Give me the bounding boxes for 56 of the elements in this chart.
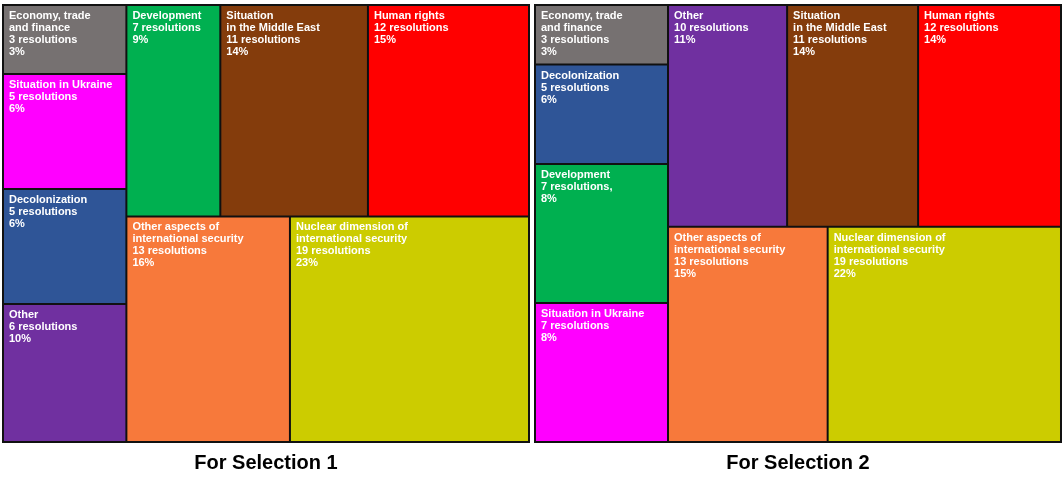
data-label: 19 resolutions [295, 244, 371, 257]
data-label: 3% [9, 45, 26, 57]
data-label: 23% [295, 256, 319, 269]
data-label: 14% [793, 45, 816, 57]
category-label: Situation in the Middle East [226, 9, 321, 33]
data-label: 3% [541, 45, 558, 57]
data-label: 13 resolutions [132, 244, 207, 257]
text: For Selection 2 [726, 451, 870, 473]
data-label: 5 resolutions [541, 80, 610, 93]
data-label: 7 resolutions [541, 318, 610, 331]
data-label: 5 resolutions [9, 205, 78, 217]
category-label: Human rights [373, 9, 445, 21]
text: For Selection 1 [194, 451, 338, 473]
data-label: 14% [924, 33, 947, 45]
data-label: 6 resolutions [9, 320, 78, 332]
category-label: Other [674, 9, 705, 21]
category-label: Decolonization [541, 68, 620, 81]
data-label: 7 resolutions [132, 21, 201, 33]
category-label: Decolonization [9, 193, 88, 205]
data-label: 15% [674, 266, 697, 279]
data-label: 3 resolutions [541, 33, 610, 45]
category-label: Development [541, 167, 611, 180]
data-label: 10% [9, 332, 32, 344]
category-label: Nuclear dimension of international security [833, 230, 946, 255]
data-label: 7 resolutions, [541, 179, 613, 192]
data-label: 14% [226, 45, 249, 57]
category-label: Other [9, 308, 40, 320]
data-label: 5 resolutions [9, 90, 78, 102]
data-label: 13 resolutions [674, 254, 749, 267]
data-label: 3 resolutions [9, 33, 78, 45]
category-label: Economy, trade and finance [541, 9, 623, 33]
data-label: 12 resolutions [924, 21, 999, 33]
data-label: 9% [132, 33, 149, 45]
category-label: Situation in Ukraine [541, 306, 645, 319]
data-label: 8% [541, 330, 558, 343]
data-label: 19 resolutions [833, 254, 909, 267]
category-label: Human rights [924, 9, 995, 21]
data-label: 16% [132, 256, 155, 269]
data-label: 11 resolutions [793, 33, 868, 45]
category-label: Other aspects of international security [674, 230, 787, 255]
data-label: 22% [833, 266, 856, 279]
category-label: Other aspects of international security [132, 220, 245, 245]
data-label: 6% [9, 217, 26, 229]
data-label: 12 resolutions [373, 21, 449, 33]
data-label: 8% [541, 191, 558, 204]
category-label: Situation in Ukraine [9, 78, 113, 90]
data-label: 11% [674, 33, 696, 45]
data-label: 11 resolutions [226, 33, 301, 45]
data-label: 6% [9, 102, 26, 114]
category-label: Nuclear dimension of international security [295, 220, 409, 245]
data-label: 6% [541, 92, 558, 105]
category-label: Development [132, 9, 202, 21]
category-label: Situation in the Middle East [793, 9, 887, 33]
data-label: 10 resolutions [674, 21, 749, 33]
category-label: Economy, trade and finance [9, 9, 91, 33]
data-label: 15% [373, 33, 397, 45]
